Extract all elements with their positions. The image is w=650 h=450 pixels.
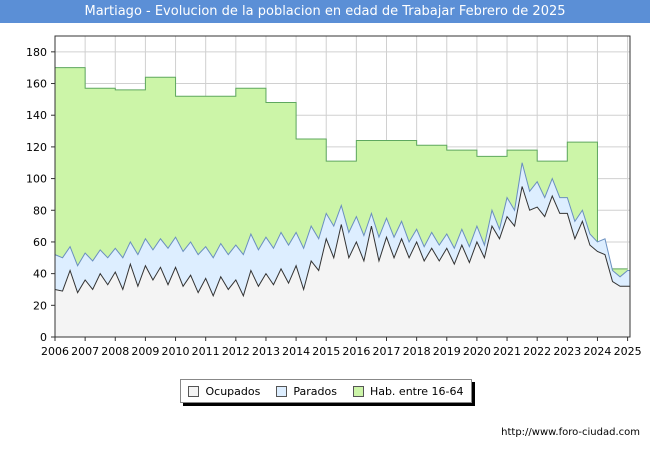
x-tick-label: 2012 — [222, 345, 250, 358]
x-tick-label: 2016 — [342, 345, 370, 358]
y-tick-label: 140 — [26, 109, 47, 122]
series-ocupados-area — [55, 186, 630, 337]
y-tick-label: 80 — [33, 204, 47, 217]
x-tick-label: 2023 — [553, 345, 581, 358]
y-tick-label: 160 — [26, 78, 47, 91]
x-tick-label: 2006 — [41, 345, 69, 358]
y-tick-label: 100 — [26, 173, 47, 186]
x-tick-label: 2015 — [312, 345, 340, 358]
x-tick-label: 2020 — [463, 345, 491, 358]
legend-swatch-ocupados — [188, 385, 200, 397]
legend-item-parados: Parados — [276, 385, 337, 398]
x-tick-label: 2024 — [583, 345, 611, 358]
x-tick-label: 2014 — [282, 345, 310, 358]
y-tick-label: 60 — [33, 236, 47, 249]
legend-swatch-parados — [276, 385, 288, 397]
source-link[interactable]: http://www.foro-ciudad.com — [501, 427, 640, 438]
x-tick-label: 2019 — [433, 345, 461, 358]
x-tick-label: 2022 — [523, 345, 551, 358]
x-tick-label: 2025 — [614, 345, 642, 358]
legend-label-hab: Hab. entre 16-64 — [369, 384, 464, 398]
y-tick-label: 0 — [40, 331, 47, 344]
x-tick-label: 2017 — [372, 345, 400, 358]
chart-title: Martiago - Evolucion de la poblacion en … — [0, 0, 650, 23]
axes: 0 20 40 60 80 100 120 140 160 180 2006 2007 2008 2009… — [26, 35, 642, 358]
x-tick-label: 2010 — [162, 345, 190, 358]
x-tick-label: 2013 — [252, 345, 280, 358]
legend-label-parados: Parados — [293, 384, 337, 398]
legend-label-ocupados: Ocupados — [205, 384, 261, 398]
legend-swatch-hab — [352, 385, 364, 397]
x-tick-label: 2018 — [403, 345, 431, 358]
area-series — [54, 67, 630, 338]
legend-item-ocupados: Ocupados — [188, 385, 260, 398]
x-tick-label: 2011 — [192, 345, 220, 358]
series-hab-line — [55, 67, 628, 270]
y-tick-label: 40 — [33, 268, 47, 281]
x-tick-label: 2008 — [101, 345, 129, 358]
series-ocupados-line — [54, 186, 630, 298]
x-tick-label: 2009 — [131, 345, 159, 358]
x-tick-label: 2007 — [71, 345, 99, 358]
legend-item-hab: Hab. entre 16-64 — [352, 384, 464, 398]
y-tick-label: 20 — [33, 299, 47, 312]
y-tick-label: 180 — [26, 46, 47, 59]
x-tick-label: 2021 — [493, 345, 521, 358]
series-parados-line — [54, 162, 630, 278]
y-tick-label: 120 — [26, 141, 47, 154]
plot-frame — [54, 35, 631, 338]
legend: Ocupados Parados Hab. entre 16-64 — [180, 379, 472, 403]
